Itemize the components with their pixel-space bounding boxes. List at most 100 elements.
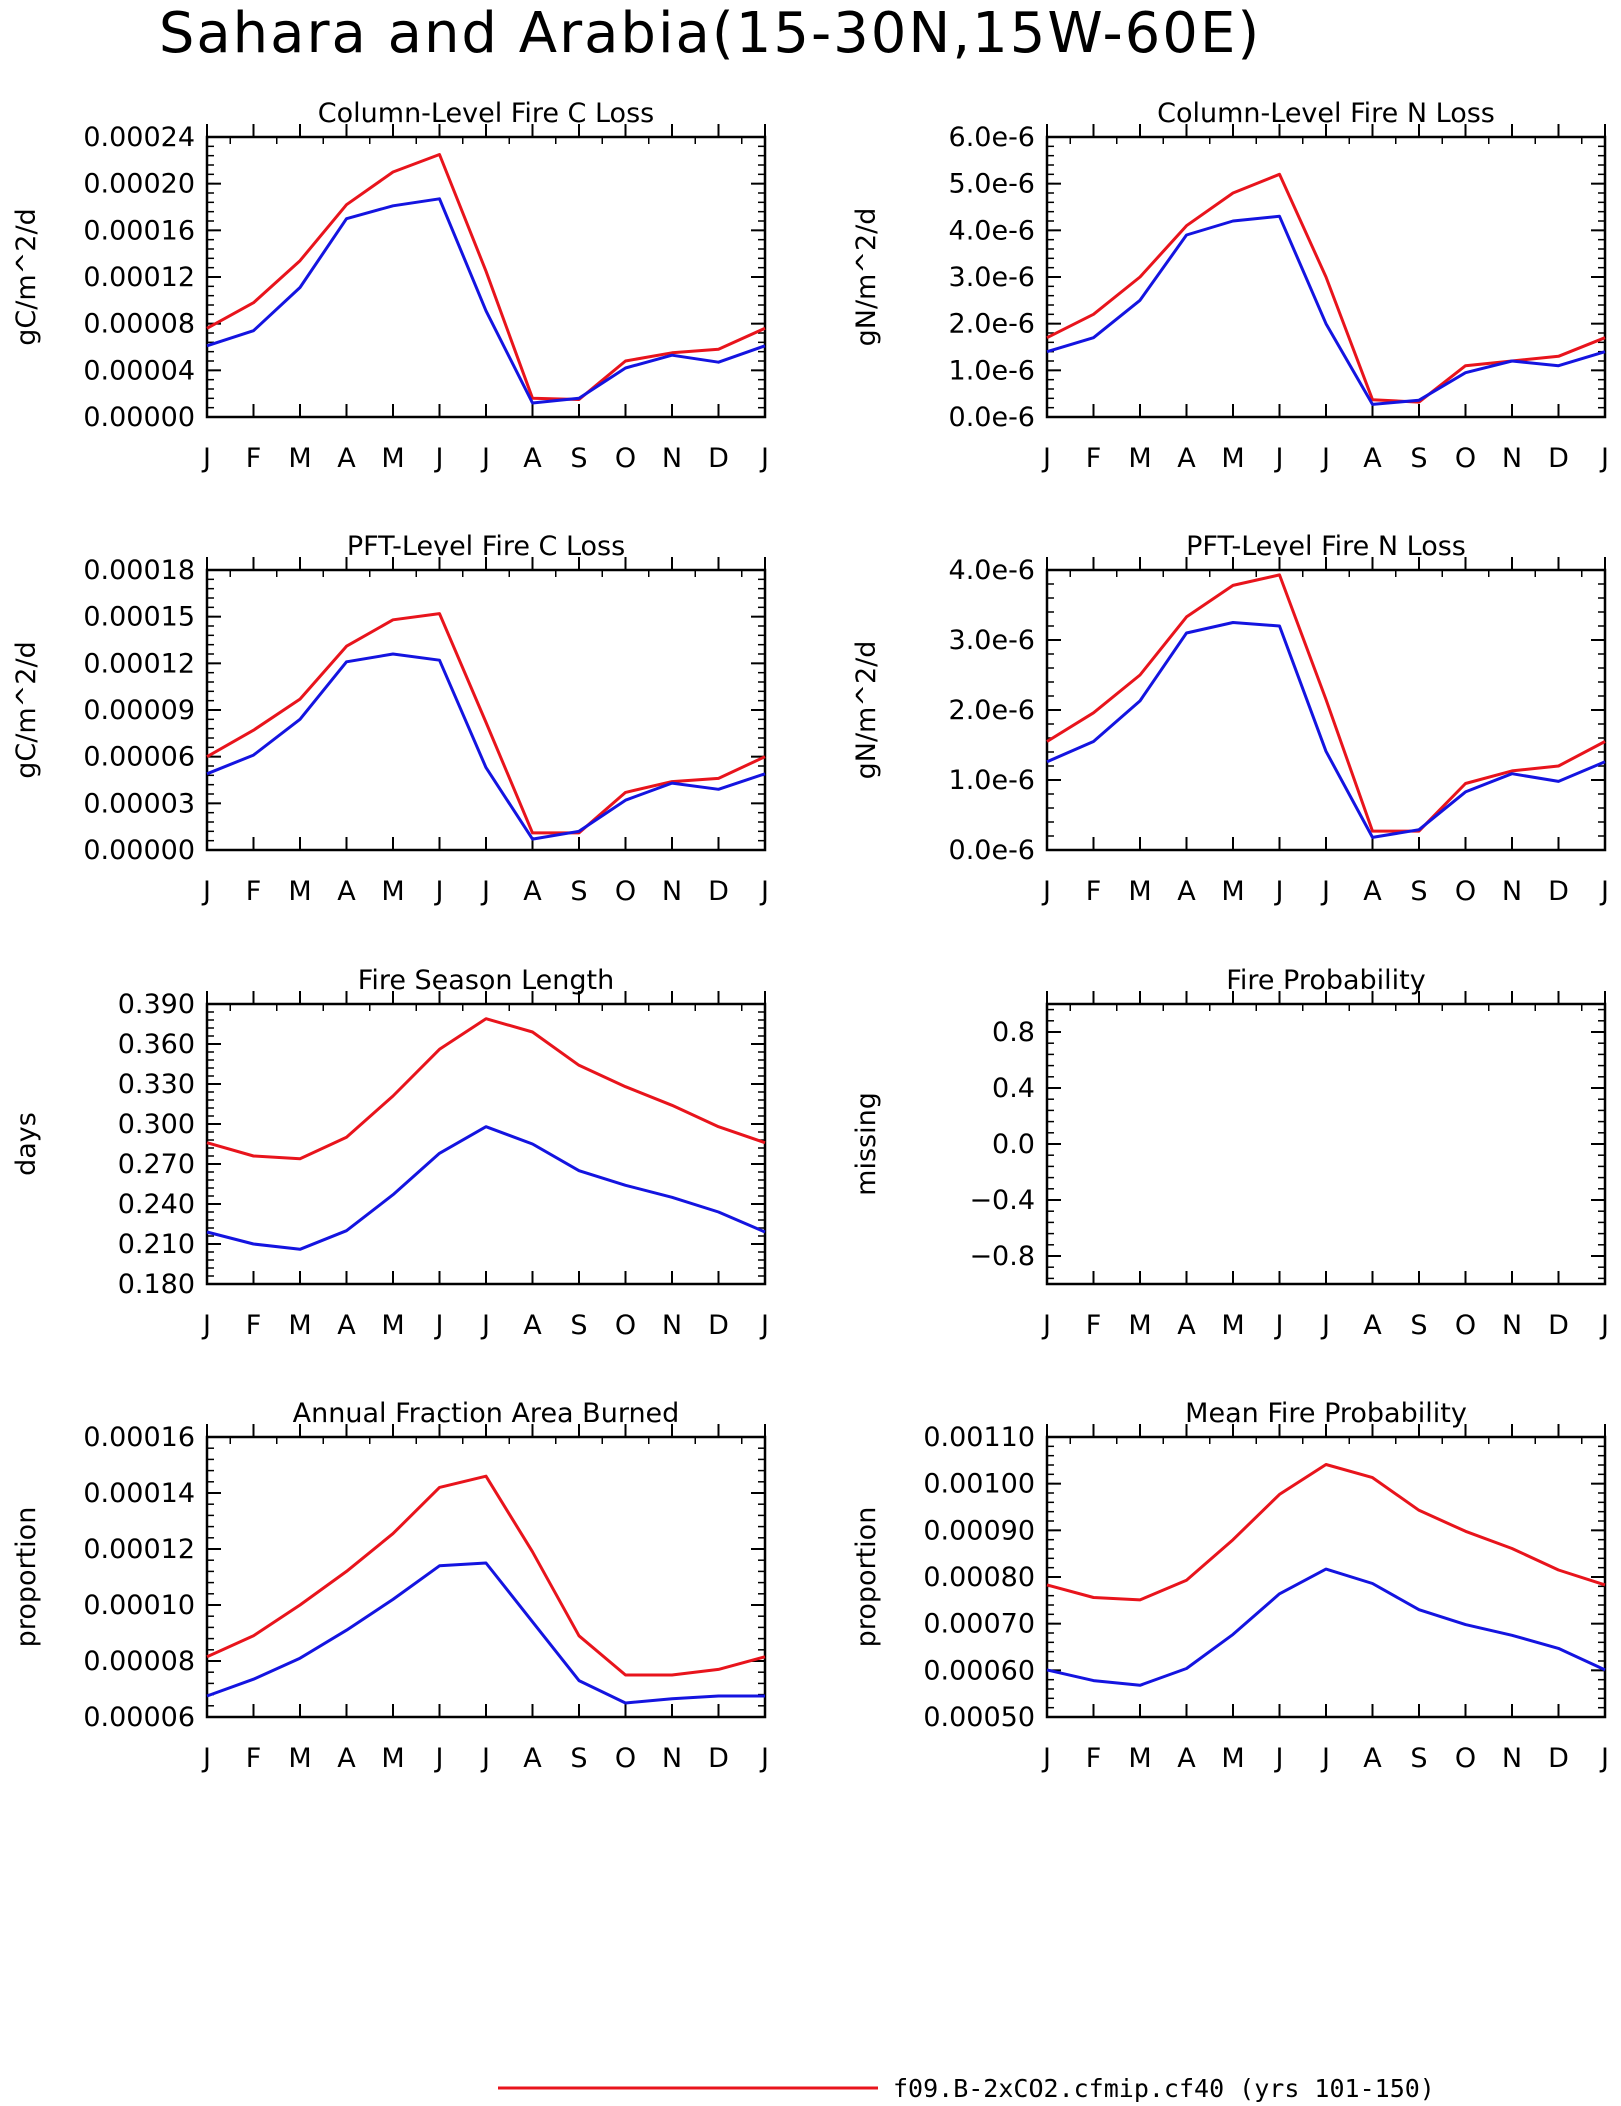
x-tick-label: F [246,1743,262,1774]
x-tick-label: A [337,876,356,907]
x-tick-label: J [1599,876,1609,907]
y-tick-label: 0.00006 [83,1702,195,1733]
x-tick-label: S [570,1743,587,1774]
x-tick-label: J [1274,876,1284,907]
plot-frame [1045,1435,1607,1719]
panel-title: Fire Season Length [358,965,614,996]
x-tick-label: D [708,1743,729,1774]
y-tick-label: 0.00004 [83,355,195,386]
y-tick-label: 6.0e-6 [949,122,1035,153]
x-tick-label: O [1455,443,1476,474]
y-tick-label: 5.0e-6 [949,169,1035,200]
series-line-red [206,1017,766,1161]
x-tick-label: M [1221,876,1244,907]
x-tick-label: D [1548,1310,1569,1341]
x-tick-label: M [381,1310,404,1341]
x-tick-label: J [201,1743,211,1774]
plot-frame [205,568,767,852]
y-tick-label: 0.0e-6 [949,402,1035,433]
series-line-red [206,153,766,401]
figure-title: Sahara and Arabia(15-30N,15W-60E) [159,1,1261,66]
x-tick-label: N [662,443,682,474]
x-tick-label: J [1041,1743,1051,1774]
x-tick-label: N [1502,443,1522,474]
x-tick-label: D [708,443,729,474]
x-tick-label: A [1363,1743,1382,1774]
x-tick-label: O [1455,876,1476,907]
x-tick-label: J [1274,1743,1284,1774]
y-tick-label: 0.00016 [83,215,195,246]
x-tick-label: D [708,876,729,907]
x-tick-label: J [1274,1310,1284,1341]
series-line-blue [1046,621,1606,839]
x-tick-label: J [1599,1743,1609,1774]
y-tick-label: 0.360 [118,1029,195,1060]
x-tick-label: A [523,876,542,907]
x-tick-label: O [615,876,636,907]
x-tick-label: S [570,1310,587,1341]
y-tick-label: 0.00070 [923,1609,1035,1640]
y-tick-label: 0.00008 [83,1646,195,1677]
panel-column-level-fire-n-loss: Column-Level Fire N Loss gN/m^2/d 0.0e-6 1.… [851,98,1609,474]
panel-title: Fire Probability [1226,965,1426,996]
x-tick-label: O [615,1310,636,1341]
y-tick-label: 0.00110 [923,1422,1035,1453]
y-tick-label: 0.00010 [83,1590,195,1621]
y-tick-label: 0.00012 [83,262,195,293]
x-tick-label: M [1128,1310,1151,1341]
x-tick-label: M [288,1743,311,1774]
x-tick-label: D [1548,876,1569,907]
y-tick-label: 0.00003 [83,788,195,819]
series-line-red [206,612,766,835]
y-tick-label: 2.0e-6 [949,695,1035,726]
y-tick-label: 0.00008 [83,309,195,340]
y-axis-label: proportion [851,1507,882,1648]
x-tick-label: A [523,1310,542,1341]
x-tick-label: M [1128,443,1151,474]
panel-column-level-fire-c-loss: Column-Level Fire C Loss gC/m^2/d 0.00000 0… [11,98,769,474]
x-tick-label: J [434,876,444,907]
y-tick-label: 0.00009 [83,695,195,726]
y-tick-label: 0.390 [118,989,195,1020]
y-tick-label: 0.00080 [923,1562,1035,1593]
x-tick-label: J [1041,876,1051,907]
panel-annual-fraction-area-burned: Annual Fraction Area Burned proportion 0.0… [11,1398,769,1774]
x-tick-label: J [1599,443,1609,474]
panel-title: Column-Level Fire C Loss [318,98,654,129]
x-tick-label: S [1410,443,1427,474]
series-line-blue [206,1125,766,1251]
x-tick-label: J [201,443,211,474]
y-tick-label: 0.180 [118,1269,195,1300]
y-tick-label: 4.0e-6 [949,555,1035,586]
y-tick-label: 0.00014 [83,1478,195,1509]
panel-title: Annual Fraction Area Burned [293,1398,680,1429]
plot-frame [1045,1002,1607,1286]
y-tick-label: 0.270 [118,1149,195,1180]
series-line-blue [206,652,766,841]
x-tick-label: J [1320,876,1330,907]
x-tick-label: A [1177,443,1196,474]
x-tick-label: F [246,876,262,907]
y-tick-label: 0.00020 [83,169,195,200]
x-tick-label: N [1502,1310,1522,1341]
plot-frame [205,135,767,419]
series-line-red [1046,1463,1606,1602]
y-tick-label: 0.300 [118,1109,195,1140]
x-tick-label: D [1548,443,1569,474]
x-tick-label: J [1274,443,1284,474]
y-tick-label: 0.00018 [83,555,195,586]
y-tick-label: 0.330 [118,1069,195,1100]
x-tick-label: M [1221,1310,1244,1341]
x-tick-label: M [381,876,404,907]
y-axis-label: gC/m^2/d [11,208,42,345]
y-axis-label: gC/m^2/d [11,641,42,778]
series-line-red [206,1474,766,1677]
x-tick-label: A [523,1743,542,1774]
y-axis-label: days [11,1112,42,1176]
panel-pft-level-fire-n-loss: PFT-Level Fire N Loss gN/m^2/d 0.0e-6 1.0e-… [851,531,1609,907]
y-tick-label: 0.00015 [83,602,195,633]
x-tick-label: S [570,443,587,474]
y-tick-label: 0.00012 [83,648,195,679]
y-tick-label: 0.4 [992,1073,1035,1104]
x-tick-label: O [1455,1310,1476,1341]
